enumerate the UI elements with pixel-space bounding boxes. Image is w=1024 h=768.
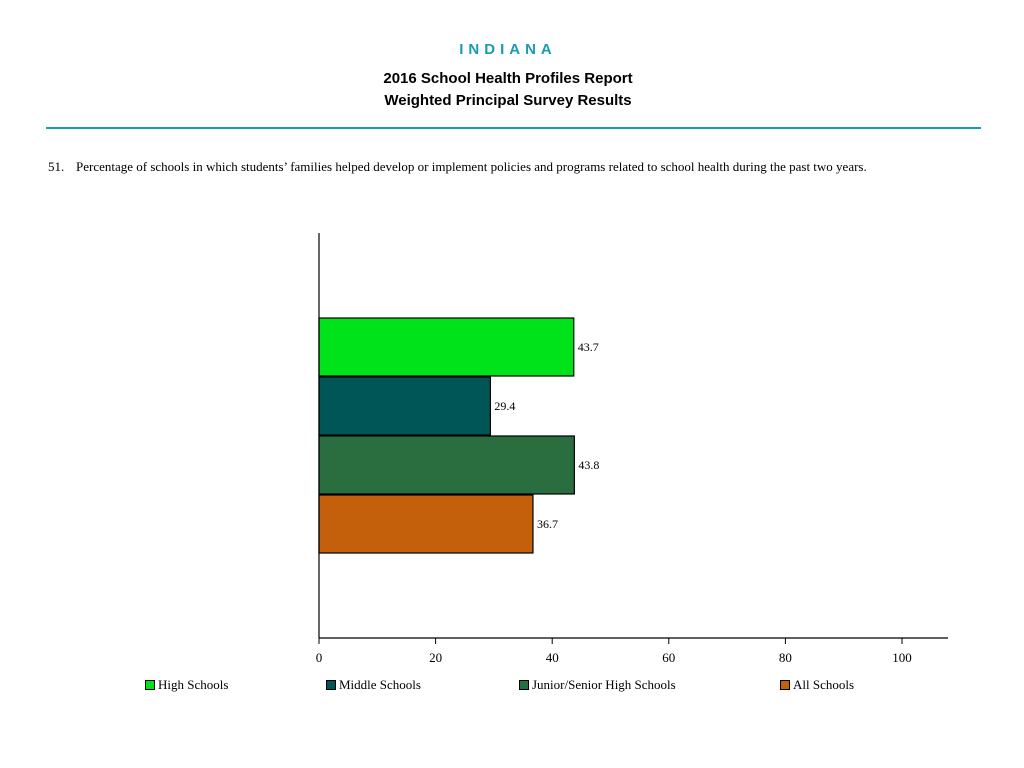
state-name: INDIANA (459, 41, 557, 58)
legend-item: All Schools (780, 677, 854, 693)
bar-3 (318, 435, 575, 495)
bar-value-label: 36.7 (537, 517, 558, 531)
x-tick-label: 80 (779, 650, 792, 665)
legend-swatch (780, 680, 790, 690)
question-number: 51. (48, 159, 65, 174)
report-title: 2016 School Health Profiles Report (383, 70, 633, 87)
x-tick-label: 20 (429, 650, 442, 665)
bar-2 (318, 376, 492, 436)
question: 51. Percentage of schools in which studen… (48, 159, 867, 175)
bar-1 (318, 317, 575, 377)
legend-item: High Schools (145, 677, 228, 693)
x-tick-label: 60 (662, 650, 675, 665)
legend-item: Middle Schools (326, 677, 421, 693)
legend-label: Junior/Senior High Schools (532, 677, 676, 692)
chart-legend: High Schools Middle Schools Junior/Senior … (0, 677, 1024, 695)
x-tick-label: 0 (316, 650, 323, 665)
bar-value-label: 29.4 (494, 399, 515, 413)
legend-swatch (326, 680, 336, 690)
x-tick-label: 40 (546, 650, 559, 665)
report-subtitle: Weighted Principal Survey Results (384, 92, 632, 109)
legend-swatch (519, 680, 529, 690)
legend-label: High Schools (158, 677, 229, 692)
legend-swatch (145, 680, 155, 690)
question-text: Percentage of schools in which students’… (76, 159, 867, 174)
legend-item: Junior/Senior High Schools (519, 677, 676, 693)
x-tick-label: 100 (892, 650, 912, 665)
header-divider (46, 127, 981, 129)
legend-label: Middle Schools (339, 677, 421, 692)
legend-label: All Schools (793, 677, 855, 692)
bar-value-label: 43.7 (578, 340, 599, 354)
bar-4 (318, 494, 534, 554)
bar-value-label: 43.8 (578, 458, 599, 472)
